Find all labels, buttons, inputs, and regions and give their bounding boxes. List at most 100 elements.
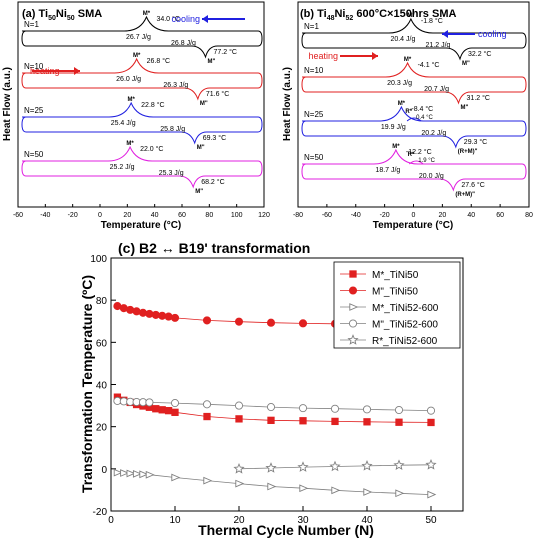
cool-peak-temp: -12.2 °C: [406, 148, 432, 156]
panel-a-dsc-chart: (a) Ti50Ni50 SMA Heat Flow (a.u.) Temper…: [2, 2, 270, 231]
data-point: [146, 399, 153, 406]
heat-enthalpy: 26.8 J/g: [171, 40, 196, 47]
x-tick-label: 40: [467, 212, 475, 219]
cool-enthalpy: 18.7 J/g: [375, 167, 400, 174]
legend-entry: M*_TiNi50: [372, 270, 419, 281]
heat-enthalpy: 26.3 J/g: [163, 82, 188, 89]
data-point: [396, 419, 402, 425]
cool-enthalpy: 20.3 J/g: [387, 80, 412, 87]
title-part: Ni: [56, 8, 67, 20]
x-tick-label: -20: [68, 212, 78, 219]
panel-b-x-ticks: -80 -60 -40 -20 0 20 40 60 80: [293, 204, 533, 219]
heating-arrowhead: [372, 52, 378, 60]
y-tick-label: 0: [101, 465, 107, 476]
heat-peak-temp: 27.6 °C: [461, 181, 484, 189]
cool-peak-temp: -4.1 °C: [418, 61, 440, 69]
heat-enthalpy: 21.2 J/g: [426, 42, 451, 49]
panel-b-curves: [302, 19, 526, 190]
data-point: [235, 318, 242, 325]
y-tick-label: -20: [93, 507, 108, 518]
x-tick-label: 80: [525, 212, 533, 219]
legend-marker: [350, 271, 356, 277]
series-line: [117, 473, 431, 495]
x-tick-label: 0: [108, 515, 114, 526]
legend-entry: M"_TiNi52-600: [372, 320, 438, 331]
panel-c-ylabel: Transformation Temperature (ºC): [79, 275, 95, 493]
y-tick-label: 100: [90, 254, 107, 265]
heat-peak-temp: 71.6 °C: [206, 90, 229, 98]
data-point: [300, 418, 306, 424]
data-point: [427, 460, 436, 469]
r-peak-temp: 1.9 °C: [418, 158, 435, 164]
x-tick-label: -80: [293, 212, 303, 219]
panel-b-xlabel: Temperature (°C): [373, 220, 454, 231]
title-part: (b) Ti: [300, 8, 327, 20]
data-point: [428, 419, 434, 425]
data-point: [165, 313, 172, 320]
panel-c-xlabel: Thermal Cycle Number (N): [198, 522, 374, 538]
dsc-curve-N=10: [302, 63, 526, 103]
heat-peak-label: M": [462, 61, 470, 67]
data-point: [165, 407, 171, 413]
heat-enthalpy: 25.8 J/g: [160, 126, 185, 133]
data-point: [236, 480, 243, 486]
title-subscript: 50: [67, 15, 75, 22]
cool-enthalpy: 19.9 J/g: [381, 124, 406, 131]
data-point: [363, 461, 372, 470]
heat-peak-label: M": [461, 105, 469, 111]
x-tick-label: 20: [438, 212, 446, 219]
data-point: [171, 399, 178, 406]
data-point: [300, 485, 307, 491]
x-tick-label: -60: [322, 212, 332, 219]
cooling-arrowhead: [442, 30, 448, 38]
cool-peak-temp: -8.4 °C: [411, 105, 433, 113]
cool-peak-label: M*: [392, 144, 400, 150]
data-point: [364, 489, 371, 495]
panel-b-dsc-chart: (b) Ti48Ni52 600°C×150hrs SMA Heat Flow …: [282, 2, 533, 231]
x-tick-label: 60: [178, 212, 186, 219]
cool-peak-label: M*: [398, 101, 406, 107]
data-point: [146, 472, 153, 478]
heating-arrowhead: [74, 67, 80, 75]
data-point: [171, 314, 178, 321]
data-point: [332, 418, 338, 424]
panel-a-annotations: N=1M*34.0 °C26.7 J/g26.8 J/gM"77.2 °CN=1…: [24, 11, 245, 195]
cool-peak-label: M*: [133, 53, 141, 59]
x-tick-label: 0: [412, 212, 416, 219]
cooling-label: cooling: [478, 29, 507, 39]
y-tick-label: 40: [96, 381, 108, 392]
x-tick-label: 80: [205, 212, 213, 219]
heat-peak-label: M": [200, 101, 208, 107]
data-point: [235, 464, 244, 473]
title-subscript: 52: [345, 15, 353, 22]
legend-entry: M*_TiNi52-600: [372, 303, 439, 314]
r-peak-temp: 0.4 °C: [416, 115, 433, 121]
cycle-number-label: N=25: [304, 110, 324, 119]
heat-enthalpy: 20.0 J/g: [419, 173, 444, 180]
x-tick-label: 30: [297, 515, 309, 526]
cool-enthalpy: 20.4 J/g: [390, 36, 415, 43]
data-point: [332, 487, 339, 493]
x-tick-label: 20: [123, 212, 131, 219]
y-tick-label: 60: [96, 338, 108, 349]
data-point: [299, 320, 306, 327]
panel-c-title: (c) B2 ↔ B19' transformation: [118, 240, 310, 256]
x-tick-label: 40: [361, 515, 373, 526]
x-tick-label: 50: [425, 515, 437, 526]
x-tick-label: 0: [98, 212, 102, 219]
panel-a-ylabel: Heat Flow (a.u.): [2, 67, 13, 141]
data-point: [235, 402, 242, 409]
heat-peak-temp: 31.2 °C: [467, 94, 490, 102]
data-point: [396, 490, 403, 496]
cool-peak-temp: -1.8 °C: [421, 17, 443, 25]
data-point: [267, 403, 274, 410]
x-tick-label: 60: [496, 212, 504, 219]
data-point: [331, 462, 340, 471]
cooling-arrowhead: [202, 15, 208, 23]
title-subscript: 48: [327, 15, 335, 22]
data-point: [267, 463, 276, 472]
cool-enthalpy: 26.7 J/g: [126, 34, 151, 41]
dsc-curve-N=25: [302, 107, 526, 147]
x-tick-label: 40: [151, 212, 159, 219]
